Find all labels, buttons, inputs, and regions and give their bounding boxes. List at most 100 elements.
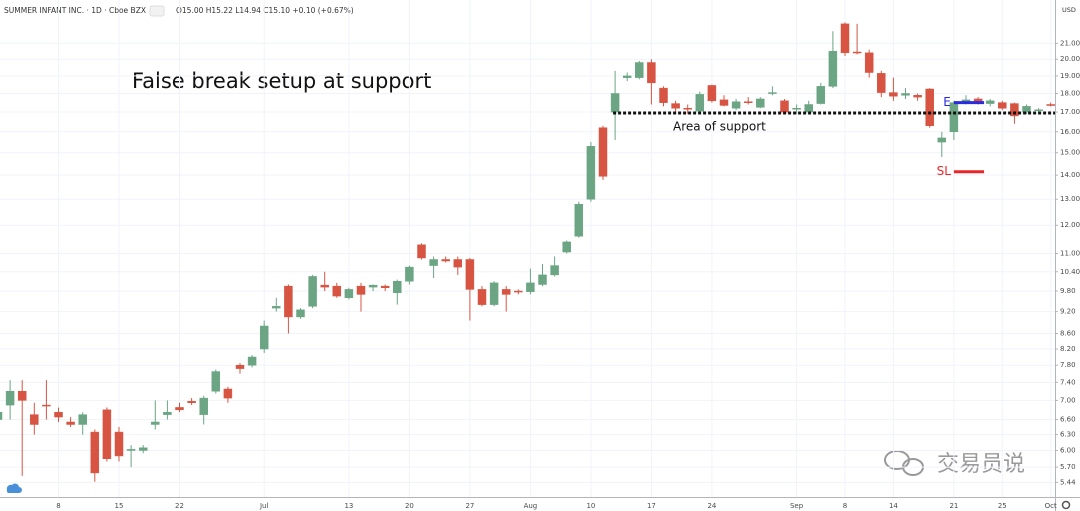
candle-body bbox=[925, 88, 934, 126]
candle-body bbox=[332, 285, 342, 297]
candle-body bbox=[199, 397, 208, 415]
y-tick-label: 20.00 bbox=[1060, 55, 1080, 63]
settings-icon[interactable] bbox=[1061, 500, 1071, 510]
x-tick-label: 8 bbox=[843, 502, 847, 510]
candle-body bbox=[356, 285, 366, 295]
y-tick-label: 8.60 bbox=[1060, 330, 1076, 338]
candle-body bbox=[780, 100, 789, 113]
candle-body bbox=[671, 103, 680, 109]
candle-body bbox=[501, 289, 511, 295]
candle-body bbox=[937, 137, 947, 143]
y-tick-label: 15.00 bbox=[1060, 149, 1080, 157]
candle-body bbox=[30, 414, 39, 425]
candle-body bbox=[768, 92, 777, 94]
candle-body bbox=[235, 364, 245, 369]
candle-body bbox=[659, 87, 668, 103]
candle-body bbox=[816, 86, 826, 104]
cloud-icon[interactable] bbox=[6, 483, 22, 493]
candle-body bbox=[985, 100, 995, 104]
x-tick-label: Aug bbox=[524, 502, 538, 510]
candle-body bbox=[586, 146, 596, 200]
candle-body bbox=[514, 290, 523, 293]
y-tick-label: 13.00 bbox=[1060, 195, 1080, 203]
y-tick-label: 6.60 bbox=[1060, 416, 1076, 424]
x-tick-label: 8 bbox=[56, 502, 60, 510]
candle-body bbox=[949, 102, 959, 133]
candle-body bbox=[42, 404, 51, 407]
candle-body bbox=[864, 52, 874, 73]
candle-body bbox=[368, 284, 378, 288]
x-tick-label: 20 bbox=[405, 502, 414, 510]
candle-body bbox=[429, 259, 438, 266]
y-tick-label: 5.70 bbox=[1060, 463, 1076, 471]
candle-body bbox=[405, 266, 414, 282]
y-tick-label: 19.00 bbox=[1060, 72, 1080, 80]
candle-body bbox=[187, 401, 196, 403]
candle-body bbox=[792, 108, 801, 110]
x-tick-label: 22 bbox=[175, 502, 184, 510]
candle-body bbox=[889, 92, 898, 97]
candle-body bbox=[320, 284, 329, 288]
candle-body bbox=[489, 282, 499, 305]
candle-body bbox=[598, 127, 608, 177]
x-tick-label: Sep bbox=[790, 502, 804, 510]
x-tick-label: 14 bbox=[889, 502, 898, 510]
support-label: Area of support bbox=[673, 120, 766, 134]
y-tick-label: 16.00 bbox=[1060, 128, 1080, 136]
y-tick-label: 5.44 bbox=[1060, 478, 1076, 486]
x-tick-label: Jul bbox=[259, 502, 269, 510]
level-label: E bbox=[943, 95, 951, 109]
candle-body bbox=[5, 390, 15, 406]
candle-body bbox=[175, 407, 184, 411]
x-tick-label: 27 bbox=[465, 502, 474, 510]
candle-body bbox=[804, 104, 813, 113]
candle-body bbox=[574, 204, 584, 237]
candle-body bbox=[90, 431, 100, 474]
x-tick-label: 24 bbox=[707, 502, 716, 510]
y-tick-label: 12.00 bbox=[1060, 221, 1080, 229]
candle-body bbox=[344, 289, 354, 299]
y-tick-label: 11.00 bbox=[1060, 250, 1080, 258]
candle-body bbox=[719, 99, 729, 106]
indicator-toggle[interactable] bbox=[149, 5, 165, 17]
candle-body bbox=[284, 285, 293, 318]
y-tick-label: 8.20 bbox=[1060, 345, 1076, 353]
candle-body bbox=[259, 325, 269, 350]
x-tick-label: 17 bbox=[647, 502, 656, 510]
candle-body bbox=[647, 62, 656, 84]
candle-body bbox=[695, 94, 705, 112]
annotation-title: False break setup at support bbox=[132, 69, 431, 93]
candle-body bbox=[743, 101, 753, 103]
ohlc-info: O15.00 H15.22 L14.94 C15.10 +0.10 (+0.67… bbox=[176, 6, 354, 15]
x-tick-label: 13 bbox=[344, 502, 353, 510]
candle-body bbox=[877, 73, 886, 93]
y-tick-label: 21.00 bbox=[1060, 39, 1080, 47]
candle-body bbox=[852, 51, 862, 54]
y-tick-label: 14.00 bbox=[1060, 171, 1080, 179]
candle-body bbox=[1010, 103, 1019, 117]
candle-body bbox=[417, 244, 426, 259]
candle-body bbox=[308, 276, 317, 307]
candle-body bbox=[223, 388, 233, 399]
candle-body bbox=[78, 414, 87, 425]
candle-body bbox=[380, 285, 390, 289]
candle-body bbox=[731, 101, 741, 109]
level-label: SL bbox=[937, 164, 952, 178]
candle-body bbox=[635, 62, 644, 78]
x-tick-label: 21 bbox=[949, 502, 958, 510]
candle-body bbox=[526, 282, 535, 292]
watermark: 交易员说 bbox=[884, 450, 1025, 476]
candle-body bbox=[913, 95, 922, 98]
candle-body bbox=[683, 108, 692, 110]
candle-body bbox=[477, 289, 487, 305]
candle-body bbox=[163, 411, 172, 415]
y-tick-label: 9.20 bbox=[1060, 308, 1076, 316]
candle-body bbox=[114, 431, 124, 457]
y-tick-label: 7.80 bbox=[1060, 361, 1076, 369]
y-tick-label: 17.00 bbox=[1060, 108, 1080, 116]
candle-body bbox=[901, 93, 910, 96]
candle-body bbox=[272, 306, 281, 309]
candle-body bbox=[296, 309, 305, 318]
